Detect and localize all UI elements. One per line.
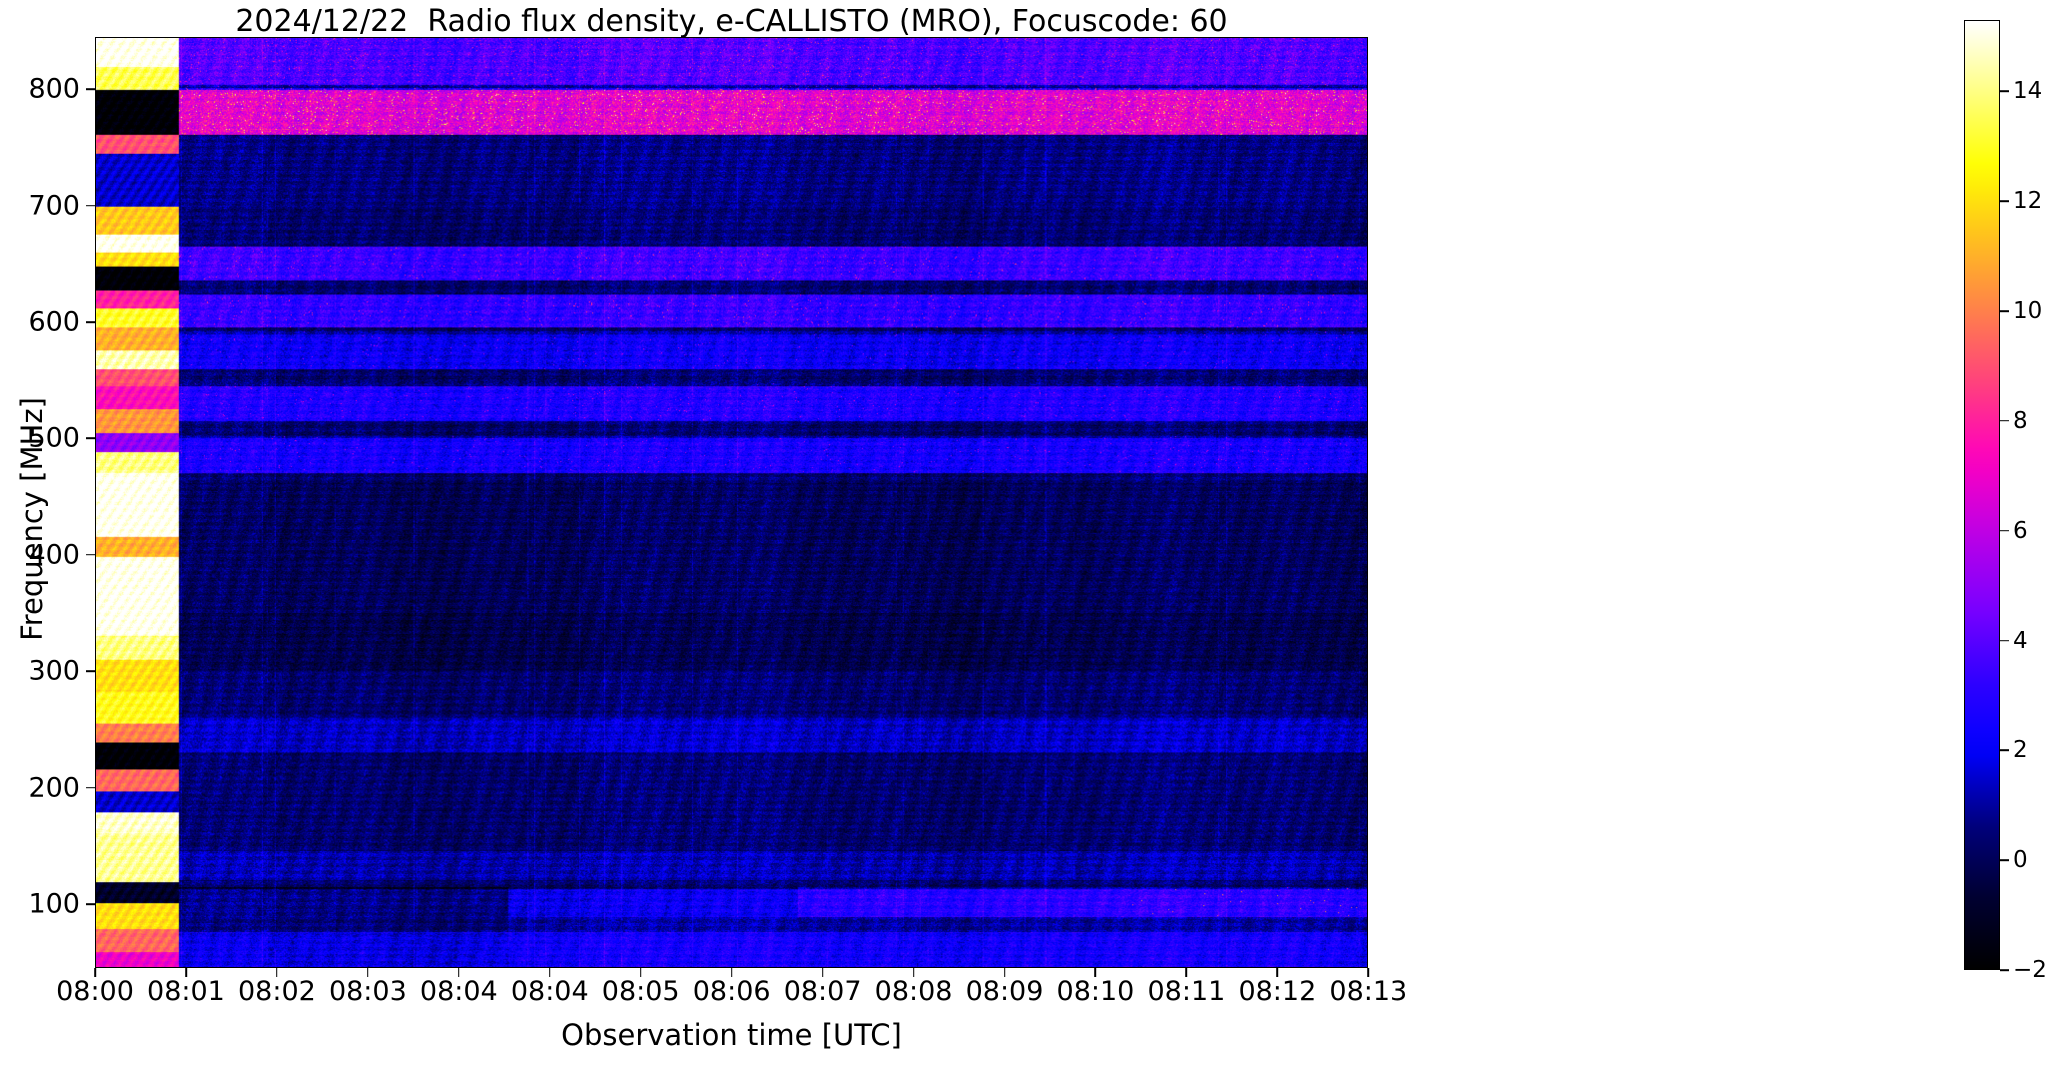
- x-tick-mark: [1276, 968, 1279, 977]
- x-tick-mark: [185, 968, 187, 977]
- y-tick-label: 600: [28, 306, 80, 338]
- x-tick-mark: [730, 968, 733, 977]
- x-tick-mark: [94, 968, 96, 977]
- colorbar-tick-label: 2: [2013, 737, 2028, 764]
- x-tick-label: 08:12: [1238, 976, 1317, 1007]
- x-tick-label: 08:06: [692, 976, 771, 1007]
- x-tick-mark: [548, 968, 551, 977]
- x-tick-mark: [1094, 968, 1097, 977]
- colorbar-gradient: [1964, 20, 2000, 970]
- y-tick-label: 100: [28, 888, 80, 920]
- x-tick-label: 08:04: [419, 976, 498, 1007]
- y-tick-mark: [86, 786, 95, 789]
- x-tick-label: 08:05: [601, 976, 680, 1007]
- x-tick-label: 08:02: [237, 976, 316, 1007]
- colorbar-tick-mark: [2000, 529, 2009, 532]
- x-tick-label: 08:07: [783, 976, 862, 1007]
- colorbar-tick-label: 10: [2013, 298, 2043, 325]
- colorbar-tick-mark: [2000, 420, 2009, 422]
- y-tick-mark: [86, 554, 95, 556]
- x-tick-mark: [821, 968, 824, 977]
- x-tick-label: 08:00: [56, 976, 134, 1007]
- spectrogram-image: [96, 38, 1367, 967]
- x-tick-label: 08:09: [965, 976, 1044, 1007]
- y-tick-label: 300: [28, 655, 80, 687]
- y-tick-mark: [86, 321, 95, 323]
- colorbar-tick-label: 14: [2013, 78, 2043, 105]
- colorbar-tick-mark: [2000, 639, 2009, 642]
- x-tick-label: 08:03: [328, 976, 407, 1007]
- colorbar-tick-mark: [2000, 310, 2009, 312]
- y-axis-label: Frequency [MHz]: [15, 397, 49, 641]
- x-tick-mark: [912, 968, 915, 977]
- x-tick-mark: [458, 968, 460, 977]
- x-tick-mark: [276, 968, 278, 977]
- y-tick-mark: [86, 437, 95, 440]
- y-tick-label: 400: [28, 539, 80, 571]
- x-tick-mark: [1367, 968, 1370, 977]
- x-tick-label: 08:11: [1147, 976, 1226, 1007]
- x-tick-label: 08:01: [147, 976, 225, 1007]
- x-tick-mark: [1003, 968, 1006, 977]
- x-tick-mark: [639, 968, 642, 977]
- x-tick-mark: [367, 968, 369, 977]
- colorbar-tick-mark: [2000, 200, 2009, 202]
- x-tick-label: 08:13: [1329, 976, 1408, 1007]
- spectrogram-axes: [95, 37, 1368, 968]
- colorbar-tick-label: 0: [2013, 847, 2028, 874]
- colorbar-tick-mark: [2000, 969, 2009, 971]
- colorbar-tick-label: 6: [2013, 517, 2028, 544]
- page-title: 2024/12/22 Radio flux density, e-CALLIST…: [235, 4, 1228, 39]
- colorbar-tick-mark: [2000, 90, 2009, 93]
- y-tick-label: 200: [28, 772, 80, 804]
- colorbar-tick-label: 12: [2013, 188, 2043, 215]
- y-tick-mark: [86, 88, 95, 91]
- y-tick-label: 700: [28, 190, 80, 222]
- x-axis-label: Observation time [UTC]: [561, 1018, 902, 1052]
- x-tick-label: 08:08: [874, 976, 953, 1007]
- y-tick-mark: [86, 670, 95, 673]
- colorbar-tick-label: −2: [2013, 957, 2047, 983]
- y-tick-label: 800: [28, 73, 80, 105]
- y-tick-mark: [86, 903, 95, 905]
- colorbar-tick-label: 4: [2013, 627, 2028, 654]
- x-tick-label: 08:10: [1056, 976, 1135, 1007]
- x-tick-label: 08:04: [510, 976, 589, 1007]
- y-tick-label: 500: [28, 422, 80, 454]
- colorbar-tick-mark: [2000, 749, 2009, 752]
- x-tick-mark: [1185, 968, 1188, 977]
- colorbar-tick-mark: [2000, 859, 2009, 861]
- y-tick-mark: [86, 204, 95, 207]
- colorbar-tick-label: 8: [2013, 407, 2028, 434]
